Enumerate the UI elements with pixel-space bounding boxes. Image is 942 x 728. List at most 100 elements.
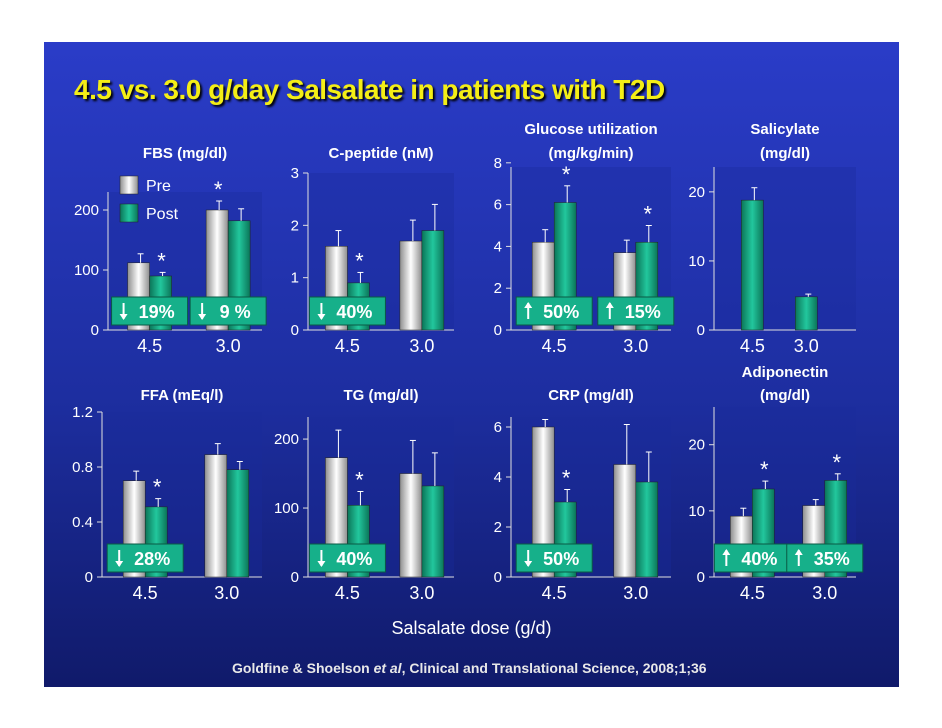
y-tick-label: 2 [494,519,502,536]
chart-panel-6: TG (mg/dl) 0 100 200 * 4.5 3.0 40% [274,387,454,603]
y-tick-label: 20 [688,437,705,454]
category-label: 4.5 [335,336,360,356]
significance-star: * [157,248,166,273]
down-arrow-icon [115,561,124,567]
slide-title: 4.5 vs. 3.0 g/day Salsalate in patients … [74,74,665,105]
chart-title: Glucose utilization [524,121,657,138]
chart-title: FBS (mg/dl) [143,145,227,162]
bar-post-3.0 [421,485,445,578]
category-label: 4.5 [137,336,162,356]
y-tick-label: 10 [688,253,705,270]
category-label: 3.0 [812,583,837,603]
chart-panel-2: C-peptide (nM) 0 1 2 3 * 4.5 3.0 40% [291,145,454,356]
y-tick-label: 100 [274,500,299,517]
category-label: 4.5 [740,583,765,603]
category-label: 4.5 [542,336,567,356]
chart-title: FFA (mEq/l) [141,387,224,404]
citation-authors: Goldfine & Shoelson [232,660,374,676]
category-label: 3.0 [794,336,819,356]
y-tick-label: 0 [697,322,705,339]
change-badge-label: 40% [336,549,372,569]
citation-etal: et al [373,660,402,676]
y-tick-label: 0.8 [72,459,93,476]
bar-post-3.0 [421,230,445,331]
chart-title: (mg/kg/min) [549,145,634,162]
y-tick-label: 0 [291,322,299,339]
category-label: 3.0 [214,583,239,603]
y-tick-label: 2 [291,217,299,234]
change-badge-label: 40% [336,302,372,322]
bar-pre-3.0 [204,454,228,578]
category-label: 3.0 [623,583,648,603]
y-tick-label: 0 [494,322,502,339]
change-badge-label: 35% [814,549,850,569]
y-tick-label: 1 [291,270,299,287]
significance-star: * [760,457,769,482]
chart-title: (mg/dl) [760,145,810,162]
legend-label: Post [146,206,179,223]
plot-area [714,167,856,330]
y-tick-label: 0 [291,569,299,586]
change-badge-label: 40% [741,549,777,569]
change-badge-label: 15% [625,302,661,322]
category-label: 4.5 [542,583,567,603]
category-label: 4.5 [335,583,360,603]
up-arrow-icon [794,549,803,555]
down-arrow-icon [524,561,533,567]
significance-star: * [832,450,841,475]
y-tick-label: 0 [697,569,705,586]
y-tick-label: 6 [494,197,502,214]
bar-post-3.0 [795,296,818,331]
category-label: 3.0 [216,336,241,356]
bar-post-3.0 [635,481,659,578]
y-tick-label: 0.4 [72,514,93,531]
chart-panel-8: Adiponectin (mg/dl) 0 10 20 * 4.5 * 3.0 40% 35% [688,364,864,603]
category-label: 3.0 [409,336,434,356]
significance-star: * [355,467,364,492]
down-arrow-icon [119,314,128,320]
significance-star: * [214,177,223,202]
y-tick-label: 20 [688,184,705,201]
y-tick-label: 0 [85,569,93,586]
significance-star: * [562,162,571,187]
category-label: 3.0 [409,583,434,603]
up-arrow-icon [605,302,614,308]
significance-star: * [562,466,571,491]
up-arrow-icon [524,302,533,308]
bar-pre-3.0 [399,473,423,578]
legend-label: Pre [146,178,171,195]
change-badge-label: 28% [134,549,170,569]
down-arrow-icon [317,561,326,567]
chart-title: (mg/dl) [760,387,810,404]
category-label: 4.5 [133,583,158,603]
legend-swatch-post [119,203,139,223]
citation: Goldfine & Shoelson et al, Clinical and … [232,660,707,676]
down-arrow-icon [198,314,207,320]
change-badge-label: 9 % [220,302,251,322]
y-tick-label: 4 [494,469,502,486]
chart-panel-7: CRP (mg/dl) 0 2 4 6 * 4.5 3.0 50% [494,387,671,603]
y-tick-label: 100 [74,262,99,279]
legend-swatch-pre [119,175,139,195]
y-tick-label: 2 [494,280,502,297]
category-label: 3.0 [623,336,648,356]
y-tick-label: 6 [494,419,502,436]
y-tick-label: 3 [291,165,299,182]
y-tick-label: 200 [274,431,299,448]
significance-star: * [153,475,162,500]
significance-star: * [644,202,653,227]
slide: 4.5 vs. 3.0 g/day Salsalate in patients … [44,42,899,687]
x-axis-label: Salsalate dose (g/d) [391,618,552,638]
bar-post-3.0 [226,469,250,578]
chart-title: Salicylate [750,121,819,138]
y-tick-label: 0 [494,569,502,586]
chart-panel-4: Salicylate (mg/dl) 0 10 20 4.5 3.0 [688,121,856,356]
y-tick-label: 0 [91,322,99,339]
chart-title: TG (mg/dl) [344,387,419,404]
chart-panel-1: FBS (mg/dl) 0 100 200 * 4.5 * 3.0 19% 9 % Pre Post [74,145,267,356]
change-badge-label: 50% [543,549,579,569]
chart-title: Adiponectin [742,364,829,381]
bar-pre-3.0 [399,240,423,331]
bar-pre-3.0 [613,464,637,578]
